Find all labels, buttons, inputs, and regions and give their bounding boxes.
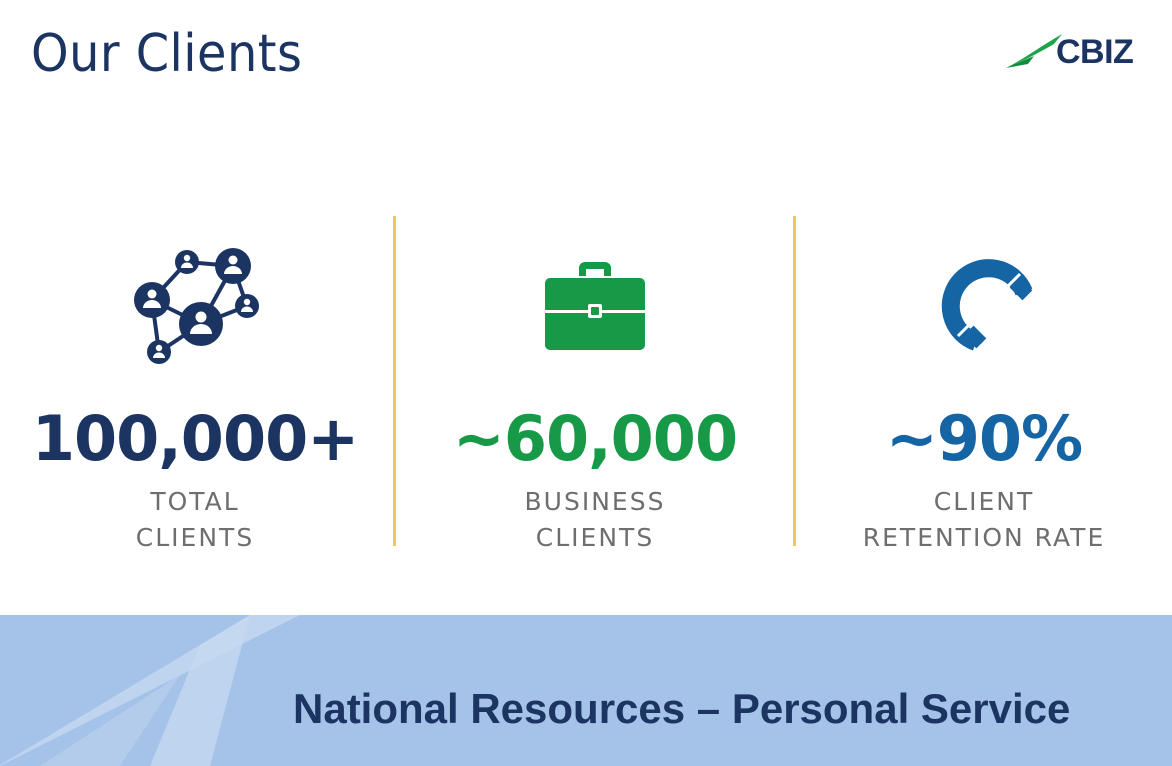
- divider-right: [793, 216, 796, 546]
- stat-label: CLIENT RETENTION RATE: [862, 487, 1106, 552]
- divider-left: [393, 216, 396, 546]
- people-network-icon: [134, 248, 259, 364]
- footer-tagline: National Resources – Personal Service: [293, 685, 1071, 732]
- logo-text: CBIZ: [1056, 33, 1134, 71]
- stat-value: ~60,000: [452, 402, 738, 475]
- swoosh-icon: [1006, 34, 1062, 68]
- arrow-watermark: [0, 615, 300, 766]
- cbiz-logo: CBIZ: [1004, 30, 1144, 72]
- stat-business-clients: ~60,000 BUSINESS CLIENTS: [395, 240, 795, 556]
- stat-value: ~90%: [885, 402, 1083, 475]
- stat-label: TOTAL CLIENTS: [135, 487, 255, 552]
- briefcase-icon: [545, 262, 645, 350]
- magnet-icon: [941, 259, 1033, 351]
- stat-total-clients: 100,000+ TOTAL CLIENTS: [0, 240, 395, 556]
- footer-banner: National Resources – Personal Service: [0, 615, 1172, 766]
- stat-value: 100,000+: [31, 402, 359, 475]
- page-title: Our Clients: [31, 24, 303, 84]
- stat-label: BUSINESS CLIENTS: [524, 487, 666, 552]
- stat-retention-rate: ~90% CLIENT RETENTION RATE: [784, 240, 1172, 556]
